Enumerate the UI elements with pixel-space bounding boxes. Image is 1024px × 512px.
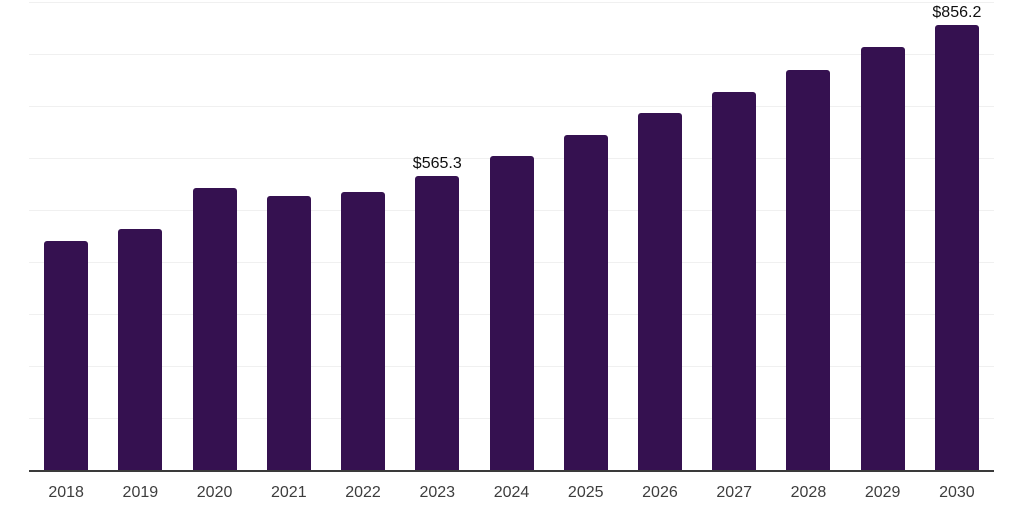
x-tick-2020: 2020 (196, 484, 233, 501)
gridline (29, 106, 994, 107)
gridline (29, 2, 994, 3)
x-tick-2023: 2023 (419, 484, 456, 501)
x-tick-2018: 2018 (48, 484, 84, 501)
bar-2025 (563, 134, 608, 470)
bar-2026 (637, 113, 682, 470)
x-tick-2027: 2027 (716, 484, 752, 501)
bar-value-label-2023: $565.3 (412, 155, 462, 173)
bar-2020 (192, 188, 237, 470)
bar-2028 (786, 69, 831, 470)
x-tick-2022: 2022 (345, 484, 381, 501)
bar-2029 (860, 47, 905, 470)
bar-2024 (489, 155, 534, 470)
gridline (29, 54, 994, 55)
bar-value-label-2030: $856.2 (932, 3, 982, 21)
bar-2021 (266, 196, 311, 470)
bar-2023 (415, 176, 460, 470)
x-tick-2028: 2028 (790, 484, 827, 501)
bar-2027 (712, 91, 757, 470)
bar-2022 (341, 192, 386, 470)
x-tick-2021: 2021 (271, 484, 307, 501)
x-tick-2024: 2024 (493, 484, 530, 501)
x-tick-2030: 2030 (939, 484, 975, 501)
bar-2019 (118, 229, 163, 470)
x-tick-2019: 2019 (122, 484, 159, 501)
bar-2030 (934, 24, 979, 470)
x-tick-2029: 2029 (864, 484, 901, 501)
x-axis-line (29, 470, 994, 472)
x-tick-2025: 2025 (567, 484, 604, 501)
x-tick-2026: 2026 (642, 484, 678, 501)
bar-2018 (44, 240, 89, 470)
